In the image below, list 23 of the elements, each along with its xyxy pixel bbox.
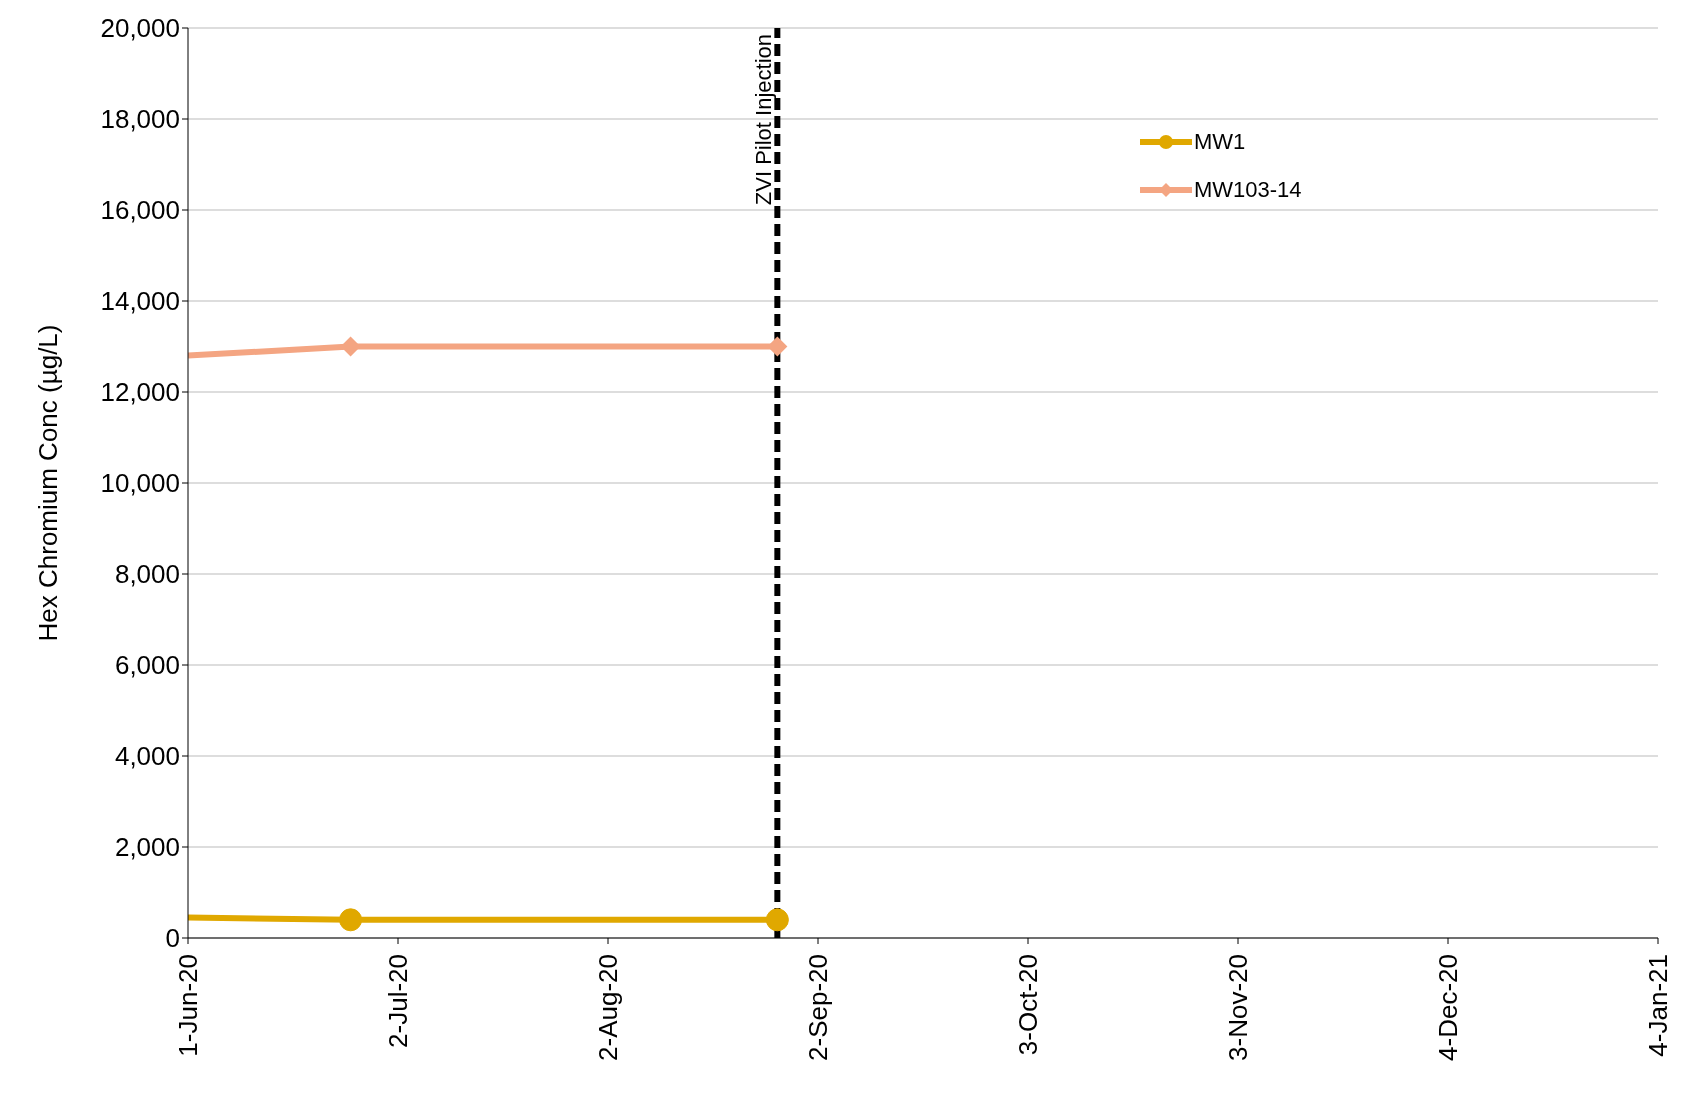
x-tick-label: 4-Dec-20 bbox=[1433, 954, 1463, 1061]
x-tick-label: 4-Jan-21 bbox=[1643, 954, 1673, 1057]
legend-label: MW1 bbox=[1194, 129, 1246, 155]
x-tick-label: 1-Jun-20 bbox=[173, 954, 203, 1057]
y-tick-label: 20,000 bbox=[100, 13, 180, 44]
y-tick-label: 18,000 bbox=[100, 104, 180, 135]
x-tick-label: 2-Sep-20 bbox=[803, 954, 833, 1061]
y-tick-label: 6,000 bbox=[114, 650, 180, 681]
y-tick-label: 10,000 bbox=[100, 468, 180, 499]
y-tick-label: 8,000 bbox=[114, 559, 180, 590]
y-axis-title: Hex Chromium Conc (µg/L) bbox=[33, 324, 64, 642]
y-tick-label: 4,000 bbox=[114, 741, 180, 772]
x-tick-label: 2-Jul-20 bbox=[383, 954, 413, 1048]
ref-line-label: ZVI Pilot Injection bbox=[751, 34, 777, 206]
y-tick-label: 16,000 bbox=[100, 195, 180, 226]
y-tick-label: 2,000 bbox=[114, 832, 180, 863]
x-tick-label: 3-Nov-20 bbox=[1223, 954, 1253, 1061]
y-tick-label: 14,000 bbox=[100, 286, 180, 317]
x-tick-label: 3-Oct-20 bbox=[1013, 954, 1043, 1056]
y-tick-label: 0 bbox=[165, 923, 180, 954]
legend-label: MW103-14 bbox=[1194, 177, 1302, 203]
y-tick-label: 12,000 bbox=[100, 377, 180, 408]
x-tick-label: 2-Aug-20 bbox=[593, 954, 623, 1061]
